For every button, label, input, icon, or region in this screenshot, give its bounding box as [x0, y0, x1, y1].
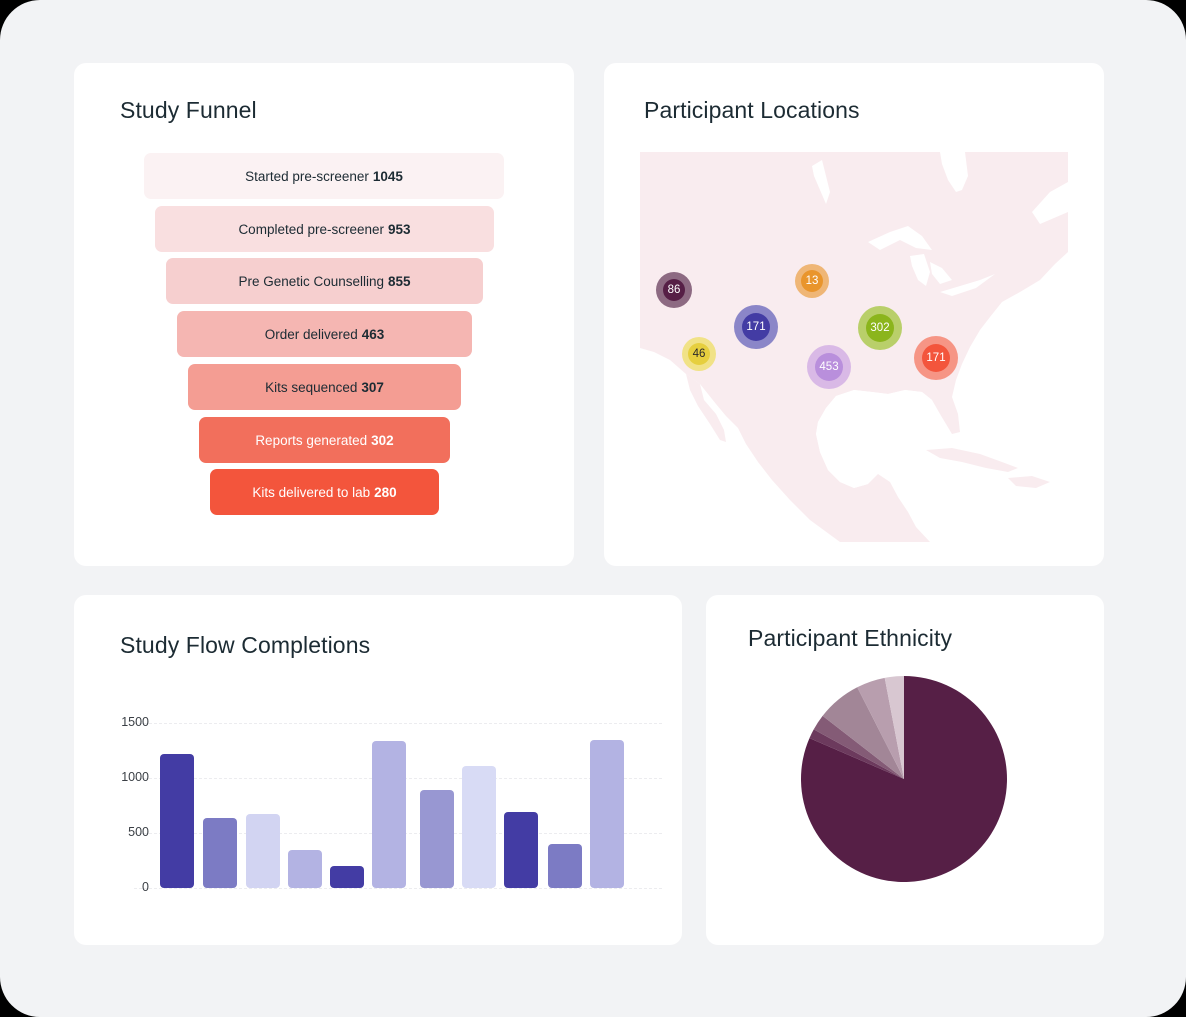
funnel-step-value: 307 — [361, 379, 384, 395]
location-cluster-marker[interactable]: 86 — [656, 272, 692, 308]
pie-chart — [801, 676, 1007, 882]
bar[interactable] — [504, 812, 538, 888]
funnel-step-label: Started pre-screener — [245, 168, 369, 184]
bar[interactable] — [590, 740, 624, 888]
location-cluster-marker[interactable]: 46 — [682, 337, 716, 371]
marker-count: 13 — [801, 270, 823, 292]
funnel-step-value: 302 — [371, 432, 394, 448]
bar[interactable] — [160, 753, 194, 888]
funnel-step-label: Order delivered — [264, 326, 358, 342]
bar[interactable] — [246, 813, 280, 888]
marker-count: 302 — [866, 314, 894, 342]
funnel-step-label: Reports generated — [255, 432, 368, 448]
funnel-step-label: Completed pre-screener — [238, 221, 385, 237]
location-cluster-marker[interactable]: 302 — [858, 306, 902, 350]
y-axis-tick: 1500 — [121, 715, 149, 729]
card-title: Participant Ethnicity — [748, 625, 953, 651]
gridline — [134, 723, 662, 724]
card-title: Study Flow Completions — [120, 632, 371, 658]
participant-ethnicity-card: Participant Ethnicity — [706, 595, 1104, 945]
study-funnel-card: Study Funnel Started pre-screener 1045 Com… — [74, 63, 574, 566]
bar[interactable] — [372, 741, 406, 888]
funnel-step-value: 1045 — [372, 168, 403, 184]
funnel-step: Kits delivered to lab 280 — [210, 469, 439, 515]
funnel-step-value: 280 — [374, 484, 397, 500]
location-cluster-marker[interactable]: 453 — [807, 345, 851, 389]
location-cluster-marker[interactable]: 13 — [795, 264, 829, 298]
marker-count: 86 — [663, 279, 685, 301]
pie-slice[interactable] — [813, 715, 904, 779]
map-area[interactable]: 86 13 171 46 453 302 171 — [640, 152, 1068, 542]
card-title: Study Funnel — [120, 97, 257, 123]
funnel-step: Pre Genetic Counselling 855 — [166, 258, 483, 304]
location-cluster-marker[interactable]: 171 — [914, 336, 958, 380]
marker-count: 46 — [688, 343, 710, 365]
bar[interactable] — [330, 866, 364, 888]
location-cluster-marker[interactable]: 171 — [734, 305, 778, 349]
funnel-step: Started pre-screener 1045 — [144, 153, 504, 199]
marker-count: 453 — [815, 353, 843, 381]
pie-slice[interactable] — [857, 677, 904, 779]
north-america-map — [640, 152, 1068, 542]
funnel-step-label: Kits sequenced — [265, 379, 358, 395]
marker-count: 171 — [922, 344, 950, 372]
y-axis-tick: 500 — [128, 825, 149, 839]
funnel-step-value: 855 — [388, 273, 411, 289]
card-title: Participant Locations — [644, 97, 860, 123]
participant-locations-card: Participant Locations — [604, 63, 1104, 566]
marker-count: 171 — [742, 313, 770, 341]
bar[interactable] — [462, 765, 496, 888]
pie-slice[interactable] — [884, 676, 904, 779]
pie-slice[interactable] — [809, 729, 904, 779]
funnel-step-value: 953 — [388, 221, 411, 237]
funnel-step-label: Pre Genetic Counselling — [238, 273, 385, 289]
bar[interactable] — [288, 850, 322, 888]
bar[interactable] — [420, 790, 454, 888]
pie-slice[interactable] — [822, 687, 904, 779]
study-flow-completions-card: Study Flow Completions 0 500 1000 1500 — [74, 595, 682, 945]
funnel-step-label: Kits delivered to lab — [252, 484, 371, 500]
bar[interactable] — [203, 818, 237, 888]
funnel-step: Reports generated 302 — [199, 417, 450, 463]
gridline — [134, 888, 662, 889]
funnel-step-value: 463 — [361, 326, 385, 342]
funnel-step: Completed pre-screener 953 — [155, 206, 494, 252]
funnel-step: Kits sequenced 307 — [188, 364, 461, 410]
y-axis-tick: 1000 — [121, 770, 149, 784]
funnel-step: Order delivered 463 — [177, 311, 472, 357]
y-axis-tick: 0 — [142, 880, 149, 894]
bar[interactable] — [548, 844, 582, 888]
